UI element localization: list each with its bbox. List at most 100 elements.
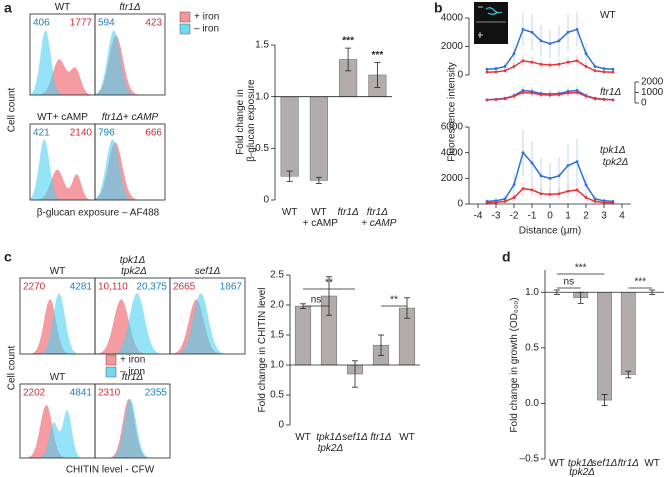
- profile-point: [566, 91, 570, 95]
- profile-point: [539, 93, 543, 96]
- x-tick-label: ftr1Δ: [338, 207, 359, 218]
- y-tick-label: 0: [263, 195, 269, 206]
- profile-point: [521, 28, 525, 31]
- histogram-title: ftr1Δ+ cAMP: [102, 112, 159, 123]
- significance-label: ns: [564, 277, 575, 288]
- legend-label: + iron: [120, 355, 145, 366]
- count-minus-iron: 4841: [70, 388, 93, 399]
- x-axis-label: CHITIN level - CFW: [66, 465, 155, 476]
- count-plus-iron: 1777: [70, 18, 93, 29]
- histogram-minus-iron: [95, 139, 165, 200]
- profile-point: [602, 201, 606, 204]
- profile-point: [521, 91, 525, 94]
- profile-point: [611, 70, 615, 74]
- x-tick-label: 4: [619, 211, 625, 222]
- profile-point: [602, 70, 606, 74]
- panel-label: c: [4, 249, 12, 265]
- count-minus-iron: 421: [33, 128, 50, 139]
- count-plus-iron: 10,110: [98, 282, 128, 293]
- inset-scale: [478, 6, 483, 38]
- legend-label: + iron: [194, 12, 219, 23]
- count-minus-iron: 1867: [220, 282, 243, 293]
- histogram-minus-iron: [95, 293, 170, 354]
- profile-point: [539, 39, 543, 43]
- profile-point: [557, 93, 561, 96]
- profile-point: [521, 187, 525, 191]
- x-tick-label: WT: [549, 458, 565, 469]
- x-tick-label: -4: [474, 211, 483, 222]
- x-tick-label: 1: [565, 211, 571, 222]
- x-tick-label: ftr1Δ: [370, 432, 391, 443]
- profile-point: [494, 201, 498, 204]
- x-tick-label: WT: [282, 207, 298, 218]
- significance-label: ***: [575, 263, 587, 274]
- y-tick-label: 0: [278, 420, 284, 431]
- histogram-frame: [94, 383, 171, 459]
- y-axis-label: Cell count: [7, 88, 18, 133]
- legend-swatch: [105, 366, 117, 378]
- profile-point: [512, 183, 516, 187]
- profile-point: [611, 98, 615, 102]
- significance-label: ***: [634, 277, 646, 288]
- histogram-minus-iron: [95, 30, 165, 96]
- significance-label: ***: [342, 36, 354, 47]
- profile-point: [575, 28, 579, 31]
- profile-point: [575, 89, 579, 92]
- count-plus-iron: 2202: [23, 388, 46, 399]
- histogram-title: ftr1Δ: [119, 2, 140, 13]
- x-axis-label: β-glucan exposure – AF488: [37, 208, 160, 219]
- significance-label: ns: [311, 295, 322, 306]
- histogram-title: WT: [50, 266, 66, 277]
- subplot-title: ftr1Δ: [600, 87, 621, 98]
- profile-point: [566, 30, 570, 34]
- profile-point: [611, 201, 615, 205]
- profile-point: [530, 188, 534, 192]
- profile-point: [521, 59, 525, 63]
- profile-point: [485, 67, 489, 71]
- profile-point: [593, 200, 597, 203]
- profile-point: [566, 60, 570, 64]
- histogram-frame: [94, 123, 166, 201]
- histogram-minus-iron: [20, 293, 95, 354]
- count-plus-iron: 2270: [23, 282, 46, 293]
- profile-point: [557, 62, 561, 66]
- y-axis-label: Fluorescence intensity: [447, 62, 458, 162]
- histogram-frame: [94, 13, 166, 96]
- y-tick-label: 0: [457, 199, 463, 210]
- x-tick-label: WT: [295, 432, 311, 443]
- x-tick-label: WT: [399, 432, 415, 443]
- y-tick-label: 2.0: [270, 300, 284, 311]
- y-tick-label: –0.5: [520, 454, 540, 465]
- x-tick-label: 2: [583, 211, 589, 222]
- histogram-title: WT: [50, 372, 66, 383]
- x-axis-label: Distance (μm): [519, 226, 581, 237]
- profile-point: [503, 65, 507, 68]
- histogram-minus-iron: [95, 398, 170, 458]
- profile-point: [485, 70, 489, 74]
- significance-label: ***: [372, 50, 384, 61]
- profile-point: [503, 69, 507, 73]
- count-minus-iron: 2355: [145, 388, 168, 399]
- legend-label: – iron: [194, 24, 219, 35]
- profile-point: [503, 197, 507, 201]
- profile-point: [575, 91, 579, 94]
- profile-point: [503, 97, 507, 101]
- subplot-title: tpk1Δ tpk2Δ: [600, 145, 629, 168]
- histogram-plus-iron: [30, 59, 95, 95]
- x-tick-label: tpk1Δ tpk2Δ: [315, 432, 344, 454]
- profile-point: [584, 65, 588, 68]
- profile-point: [584, 183, 588, 187]
- profile-point: [494, 67, 498, 70]
- profile-point: [512, 52, 516, 56]
- x-tick-label: tpk1Δ tpk2Δ: [567, 458, 596, 477]
- y-tick-label: 4000: [441, 147, 464, 158]
- bar: [294, 305, 312, 366]
- legend-swatch: [179, 23, 191, 35]
- bar: [309, 96, 328, 181]
- y-tick-label: 0.0: [525, 398, 539, 409]
- bar: [280, 96, 299, 177]
- y-tick-label: 4000: [441, 13, 464, 24]
- y-axis-label: Fold change in β-glucan exposure: [235, 79, 257, 165]
- histogram-minus-iron: [20, 410, 95, 458]
